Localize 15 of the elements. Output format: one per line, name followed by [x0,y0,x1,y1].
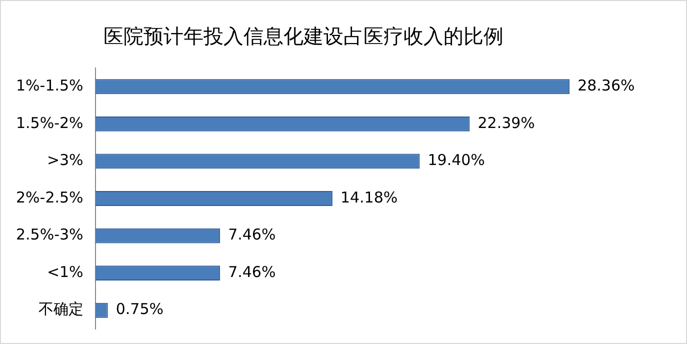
y-tick-label: 2%-2.5% [16,188,84,206]
y-tick-label: 不确定 [38,300,84,318]
data-label: 14.18% [340,188,398,206]
chart-title: 医院预计年投入信息化建设占医疗收入的比例 [104,24,504,48]
y-tick-label: >3% [46,151,84,170]
y-tick-label: 2.5%-3% [16,226,84,244]
y-tick-label: 1.5%-2% [16,114,84,132]
y-tick-label: 1%-1.5% [16,76,84,95]
data-label: 28.36% [578,76,635,95]
y-tick-label: <1% [46,262,84,281]
data-label: 22.39% [478,114,535,132]
data-label: 0.75% [116,300,164,318]
data-label: 7.46% [228,262,276,281]
data-label: 19.40% [428,151,485,170]
data-label: 7.46% [228,226,276,244]
